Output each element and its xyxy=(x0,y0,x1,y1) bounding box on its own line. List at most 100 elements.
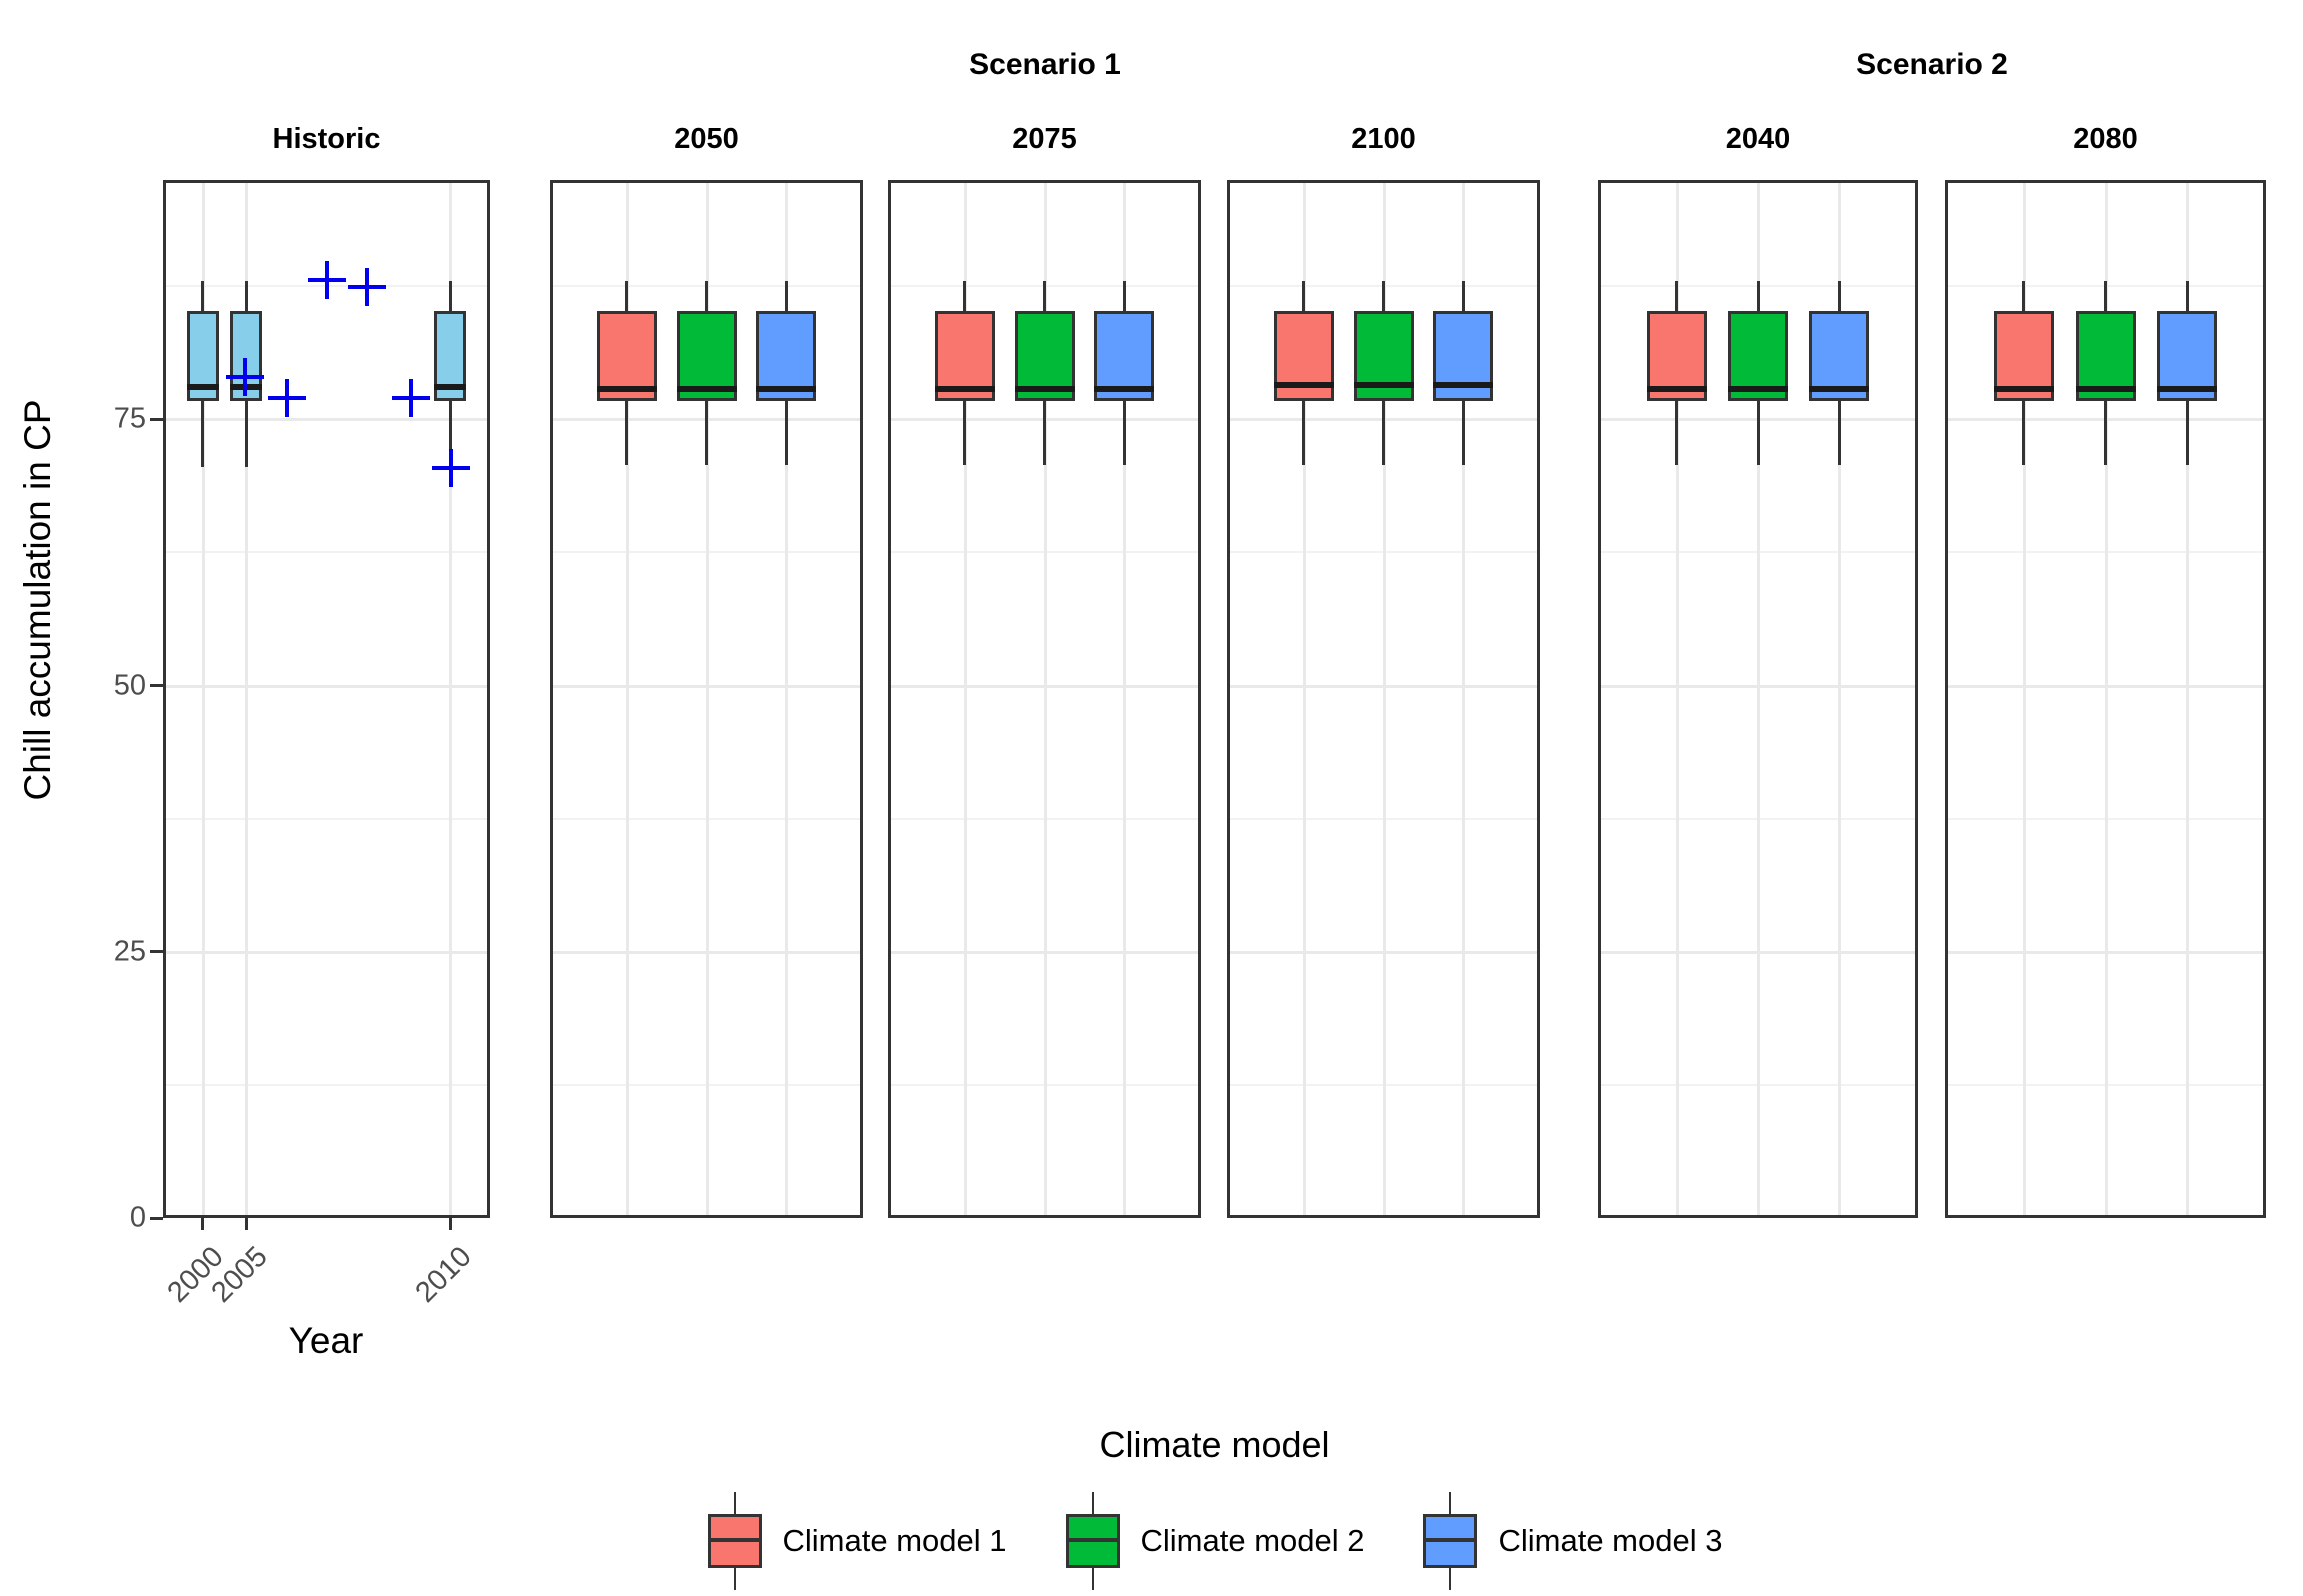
legend-key-median xyxy=(1068,1538,1117,1542)
boxplot-box xyxy=(1014,310,1075,402)
legend-key-boxplot-icon xyxy=(1065,1492,1121,1590)
boxplot-median xyxy=(1433,382,1493,389)
gridline-vertical xyxy=(2104,183,2108,1215)
boxplot-box xyxy=(676,310,737,402)
y-tick-label: 0 xyxy=(129,1201,146,1234)
y-tick-label: 25 xyxy=(113,935,146,968)
panel-2050 xyxy=(550,180,863,1218)
gridline-major xyxy=(166,950,487,954)
y-axis-title: Chill accumulation in CP xyxy=(17,399,58,801)
boxplot-box xyxy=(1809,310,1870,402)
gridline-vertical xyxy=(2022,183,2026,1215)
boxplot-box xyxy=(934,310,995,402)
boxplot-median xyxy=(434,384,467,391)
gridline-major xyxy=(166,418,487,422)
x-tick-mark xyxy=(244,1218,248,1230)
y-tick-label: 50 xyxy=(113,669,146,701)
panel-historic xyxy=(163,180,490,1218)
boxplot-box xyxy=(2075,310,2136,402)
boxplot-box xyxy=(1094,310,1154,402)
facet-strip-label: 2040 xyxy=(1725,123,1791,155)
facet-strip-label: 2080 xyxy=(2073,123,2138,155)
gridline-minor xyxy=(166,817,487,820)
x-tick-label: 2010 xyxy=(409,1240,478,1309)
legend-key-boxplot-icon xyxy=(707,1492,763,1590)
legend-key-whisker xyxy=(1449,1492,1452,1514)
boxplot-box xyxy=(596,310,657,402)
panel-2040 xyxy=(1598,180,1918,1218)
boxplot-box xyxy=(756,310,816,402)
facet-strip-label: 2050 xyxy=(674,123,739,155)
gridline-vertical xyxy=(1123,183,1126,1215)
legend-key-median xyxy=(1426,1538,1475,1542)
boxplot-median xyxy=(1809,386,1870,393)
legend-key-whisker xyxy=(1091,1492,1094,1514)
gridline-vertical xyxy=(1043,183,1047,1215)
gridline-major xyxy=(166,684,487,688)
boxplot-median xyxy=(1993,386,2054,393)
x-tick-mark xyxy=(201,1218,205,1230)
legend-item: Climate model 1 xyxy=(707,1492,1007,1590)
facet-group-label: Scenario 2 xyxy=(1856,48,2008,81)
observed-point-cross xyxy=(449,449,454,488)
y-tick-mark xyxy=(150,950,163,954)
gridline-vertical xyxy=(963,183,967,1215)
legend-key-whisker xyxy=(733,1492,736,1514)
gridline-vertical xyxy=(1382,183,1386,1215)
legend-item-label: Climate model 2 xyxy=(1140,1523,1365,1558)
gridline-vertical xyxy=(2186,183,2190,1215)
x-axis-title: Year xyxy=(288,1320,364,1361)
boxplot-median xyxy=(1273,382,1334,389)
boxplot-median xyxy=(1014,386,1075,393)
facet-strip-label: Historic xyxy=(272,123,381,155)
y-tick-mark xyxy=(150,417,163,421)
boxplot-median xyxy=(2075,386,2136,393)
legend-key-boxplot-icon xyxy=(1422,1492,1478,1590)
boxplot-median xyxy=(934,386,995,393)
boxplot-median xyxy=(676,386,737,393)
observed-point-cross xyxy=(325,260,330,299)
observed-point-cross xyxy=(284,378,289,417)
observed-point-cross xyxy=(365,268,370,307)
gridline-vertical xyxy=(625,183,629,1215)
gridline-vertical xyxy=(1302,183,1306,1215)
gridline-vertical xyxy=(449,183,453,1215)
legend-item: Climate model 3 xyxy=(1422,1492,1722,1590)
legend-item-label: Climate model 3 xyxy=(1498,1523,1723,1558)
boxplot-box xyxy=(1993,310,2054,402)
gridline-minor xyxy=(166,551,487,554)
gridline-minor xyxy=(166,1083,487,1086)
boxplot-median xyxy=(1094,386,1154,393)
boxplot-median xyxy=(596,386,657,393)
panel-2075 xyxy=(888,180,1201,1218)
boxplot-median xyxy=(756,386,816,393)
facet-group-label: Scenario 1 xyxy=(969,48,1121,81)
legend-key-median xyxy=(710,1538,759,1542)
panel-2080 xyxy=(1945,180,2266,1218)
observed-point-cross xyxy=(243,357,248,396)
gridline-vertical xyxy=(201,183,205,1215)
observed-point-cross xyxy=(408,378,413,417)
legend-key-whisker xyxy=(1449,1568,1452,1590)
legend-key-whisker xyxy=(733,1568,736,1590)
boxplot-median xyxy=(1728,386,1788,393)
gridline-vertical xyxy=(1675,183,1679,1215)
boxplot-median xyxy=(186,384,219,391)
legend-item: Climate model 2 xyxy=(1065,1492,1365,1590)
boxplot-median xyxy=(2157,386,2218,393)
legend-title: Climate model xyxy=(1099,1424,1330,1465)
facet-strip-label: 2075 xyxy=(1012,123,1077,155)
gridline-vertical xyxy=(785,183,788,1215)
facet-strip-label: 2100 xyxy=(1351,123,1416,155)
legend-items: Climate model 1 Climate model 2 Climate mo… xyxy=(707,1492,1722,1590)
gridline-vertical xyxy=(705,183,709,1215)
x-tick-mark xyxy=(448,1218,452,1230)
legend-item-label: Climate model 1 xyxy=(782,1523,1007,1558)
boxplot-box xyxy=(1728,310,1788,402)
legend-key-whisker xyxy=(1091,1568,1094,1590)
gridline-vertical xyxy=(1838,183,1842,1215)
boxplot-box xyxy=(1646,310,1707,402)
gridline-vertical xyxy=(1462,183,1465,1215)
y-tick-mark xyxy=(150,684,163,687)
